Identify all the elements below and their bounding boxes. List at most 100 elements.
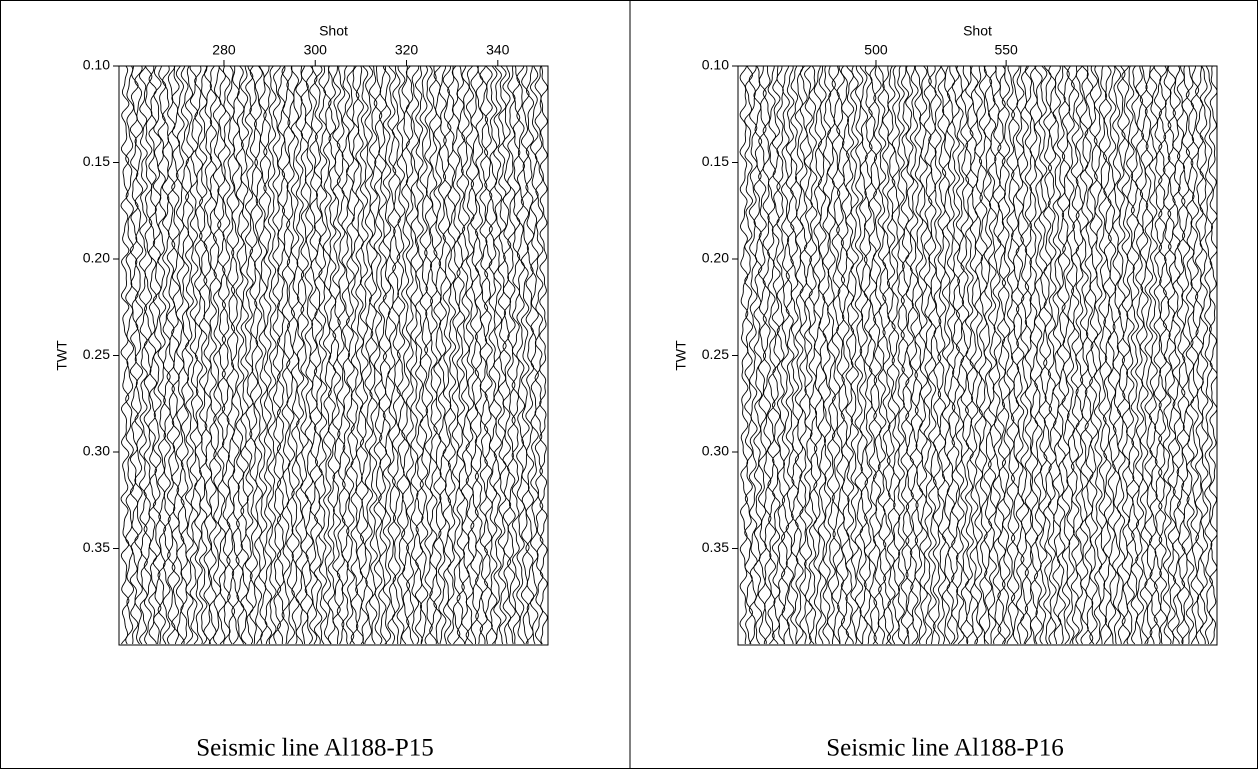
trace [1020, 66, 1030, 645]
trace [1001, 66, 1011, 645]
trace [836, 66, 846, 645]
trace [1024, 66, 1033, 645]
trace [1052, 66, 1062, 645]
trace [345, 66, 355, 645]
trace [914, 66, 924, 645]
trace [1171, 66, 1181, 645]
trace [1195, 66, 1204, 645]
trace [983, 66, 993, 645]
trace [474, 66, 484, 645]
trace [974, 66, 984, 645]
trace [868, 66, 878, 645]
trace [534, 66, 544, 645]
x-tick-label: 550 [994, 42, 1018, 58]
trace [1199, 66, 1209, 645]
x-tick-label: 280 [212, 42, 236, 58]
trace [373, 66, 383, 645]
x-tick-label: 340 [486, 42, 510, 58]
trace [465, 66, 475, 645]
y-tick-label: 0.25 [83, 346, 110, 362]
plot-frame [118, 65, 549, 646]
trace [826, 66, 836, 645]
trace [969, 66, 979, 645]
trace [350, 66, 360, 645]
trace [1121, 66, 1131, 645]
trace [152, 66, 162, 645]
trace [221, 66, 231, 645]
trace [405, 66, 414, 645]
trace [511, 66, 521, 645]
x-tick-label: 300 [304, 42, 328, 58]
trace [433, 66, 442, 645]
trace [978, 66, 988, 645]
y-tick-label: 0.35 [83, 539, 110, 555]
trace [1112, 66, 1121, 645]
trace [1038, 66, 1048, 645]
trace [822, 66, 832, 644]
y-tick-label: 0.10 [702, 57, 729, 73]
trace [387, 66, 397, 645]
trace [336, 66, 346, 645]
trace [1125, 66, 1135, 645]
trace [840, 66, 850, 645]
trace [539, 66, 548, 645]
trace [918, 66, 928, 645]
trace [803, 66, 813, 645]
y-tick-label: 0.35 [702, 539, 729, 555]
trace [817, 66, 827, 645]
trace [1102, 66, 1112, 645]
trace [1084, 66, 1094, 645]
trace [964, 66, 974, 645]
trace [272, 66, 282, 645]
trace [276, 66, 286, 644]
trace [120, 66, 130, 645]
trace [1093, 66, 1103, 645]
trace [253, 66, 263, 645]
trace [507, 66, 516, 645]
trace [739, 66, 749, 645]
trace [199, 66, 208, 645]
y-tick-label: 0.20 [83, 250, 110, 266]
y-axis-title: TWT [673, 340, 689, 371]
trace [767, 66, 777, 645]
trace [872, 66, 882, 645]
trace [217, 66, 227, 645]
trace [882, 66, 891, 645]
trace [781, 66, 790, 644]
trace [309, 66, 318, 645]
trace [1190, 66, 1200, 645]
trace [850, 66, 859, 645]
trace [1066, 66, 1076, 645]
trace [753, 66, 763, 645]
trace [845, 66, 855, 644]
trace [134, 66, 144, 645]
trace [520, 66, 530, 645]
trace [502, 66, 512, 645]
trace [125, 66, 135, 645]
trace [516, 66, 526, 645]
trace [1181, 66, 1191, 645]
trace [180, 66, 190, 645]
trace [1153, 66, 1163, 645]
trace [244, 66, 254, 645]
trace [1135, 66, 1145, 645]
trace [757, 66, 767, 645]
trace [185, 66, 194, 645]
trace [368, 66, 378, 645]
trace [497, 66, 507, 645]
trace [923, 66, 933, 645]
trace [148, 66, 158, 645]
trace [295, 66, 305, 645]
traces [120, 66, 548, 645]
trace [143, 66, 153, 645]
x-axis-title: Shot [963, 23, 992, 39]
trace [290, 66, 300, 645]
trace [442, 66, 452, 645]
x-tick-label: 500 [864, 42, 888, 58]
trace [1033, 66, 1043, 645]
trace [1162, 66, 1172, 645]
trace [341, 66, 351, 645]
trace [1047, 66, 1057, 645]
x-axis-title: Shot [319, 23, 348, 39]
trace [530, 66, 539, 645]
